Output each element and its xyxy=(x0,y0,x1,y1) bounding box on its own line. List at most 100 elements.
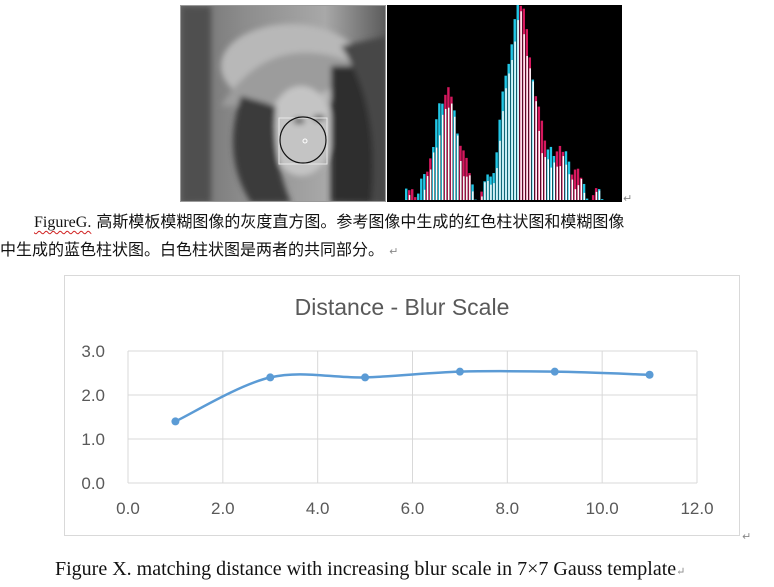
histogram-bars xyxy=(405,5,604,201)
histogram-overlap-bar xyxy=(523,34,525,200)
blurred-photo-image xyxy=(181,6,385,201)
histogram-overlap-bar xyxy=(520,11,522,201)
x-tick-label: 12.0 xyxy=(680,499,713,518)
data-point xyxy=(550,367,559,376)
x-tick-label: 8.0 xyxy=(496,499,520,518)
figure-x-caption-text: Figure X. matching distance with increas… xyxy=(55,558,677,580)
y-tick-label: 3.0 xyxy=(81,342,105,361)
histogram-bar xyxy=(591,195,595,200)
histogram-overlap-bar xyxy=(565,164,568,200)
histogram-bar xyxy=(420,178,423,200)
paragraph-mark-icon: ↵ xyxy=(676,566,686,578)
histogram-overlap-bar xyxy=(583,192,586,200)
x-tick-label: 2.0 xyxy=(211,499,235,518)
data-point xyxy=(361,373,370,382)
histogram-overlap-bar xyxy=(487,180,489,200)
y-tick-label: 0.0 xyxy=(81,474,105,493)
histogram-overlap-bar xyxy=(457,135,459,200)
histogram-overlap-bar xyxy=(444,108,447,200)
histogram-overlap-bar xyxy=(538,130,540,200)
histogram-bar xyxy=(417,193,420,200)
x-tick-label: 6.0 xyxy=(401,499,425,518)
histogram-bar xyxy=(576,168,580,200)
histogram-overlap-bar xyxy=(571,179,574,200)
histogram-overlap-bar xyxy=(532,81,534,200)
histogram-bar xyxy=(582,183,586,200)
histogram-bar xyxy=(573,169,577,200)
histogram-bar xyxy=(462,150,465,200)
caption-line-1: 高斯模板模糊图像的灰度直方图。参考图像中生成的红色柱状图和模糊图像 xyxy=(96,212,625,231)
chart-area: Distance - Blur Scale 0.0 2.0 4.0 6.0 8.0 10.… xyxy=(64,275,740,536)
x-tick-label: 0.0 xyxy=(116,499,140,518)
histogram-overlap-bar xyxy=(514,41,516,200)
histogram-overlap-bar xyxy=(529,68,531,200)
series-line xyxy=(174,369,650,423)
gray-histogram xyxy=(387,5,622,202)
histogram-overlap-bar xyxy=(580,178,583,200)
figure-g-images xyxy=(180,5,622,202)
histogram-overlap-bar xyxy=(484,182,486,200)
histogram-overlap-bar xyxy=(550,167,553,200)
histogram-bar xyxy=(414,197,417,200)
histogram-overlap-bar xyxy=(469,175,471,200)
histogram-overlap-bar xyxy=(547,159,549,200)
y-tick-label: 2.0 xyxy=(81,386,105,405)
histogram-overlap-bar xyxy=(460,160,462,200)
paragraph-mark-icon: ↵ xyxy=(389,245,399,258)
x-tick-label: 4.0 xyxy=(306,499,330,518)
histogram-overlap-bar xyxy=(454,116,456,200)
histogram-overlap-bar xyxy=(535,101,537,200)
figure-g-label: FigureG. xyxy=(34,214,92,231)
histogram-overlap-bar xyxy=(541,153,543,200)
blurred-photo xyxy=(180,5,386,202)
histogram-overlap-bar xyxy=(435,147,438,200)
histogram-overlap-bar xyxy=(496,168,498,200)
paragraph-mark-icon: ↵ xyxy=(623,192,633,205)
histogram-overlap-bar xyxy=(432,152,435,200)
data-point xyxy=(455,367,464,376)
line-chart: 0.0 2.0 4.0 6.0 8.0 10.0 12.0 0.0 1.0 2.0 3.0 xyxy=(81,342,713,518)
histogram-bar xyxy=(405,188,408,200)
histogram-overlap-bar xyxy=(526,55,528,201)
x-tick-label: 10.0 xyxy=(586,499,619,518)
histogram-overlap-bar xyxy=(466,176,468,200)
histogram-overlap-bar xyxy=(595,191,598,200)
histogram-overlap-bar xyxy=(517,20,519,200)
histogram-overlap-bar xyxy=(508,73,510,200)
histogram-overlap-bar xyxy=(448,107,450,200)
histogram-overlap-bar xyxy=(472,191,474,200)
chart-title: Distance - Blur Scale xyxy=(294,294,510,320)
data-point xyxy=(266,373,275,382)
histogram-overlap-bar xyxy=(562,156,565,200)
histogram-overlap-bar xyxy=(490,184,492,200)
figure-x-caption: Figure X. matching distance with increas… xyxy=(55,558,685,581)
histogram-overlap-bar xyxy=(408,195,411,200)
histogram-bar xyxy=(411,189,414,200)
histogram-overlap-bar xyxy=(505,88,507,200)
histogram-bar xyxy=(600,199,604,200)
histogram-overlap-bar xyxy=(577,185,580,200)
histogram-overlap-bar xyxy=(553,162,556,200)
histogram-bar xyxy=(585,198,589,200)
data-point xyxy=(171,417,180,426)
histogram-overlap-bar xyxy=(441,114,444,200)
histogram-overlap-bar xyxy=(423,189,426,200)
histogram-overlap-bar xyxy=(438,135,441,200)
histogram-overlap-bar xyxy=(544,157,546,200)
histogram-overlap-bar xyxy=(574,189,577,200)
histogram-overlap-bar xyxy=(451,103,453,200)
histogram-overlap-bar xyxy=(463,176,465,200)
histogram-overlap-bar xyxy=(556,166,559,200)
histogram-overlap-bar xyxy=(481,196,483,200)
histogram-overlap-bar xyxy=(499,140,501,200)
histogram-overlap-bar xyxy=(429,169,432,200)
paragraph-mark-icon: ↵ xyxy=(742,530,752,543)
caption-line-2: 中生成的蓝色柱状图。白色柱状图是两者的共同部分。 xyxy=(0,240,385,259)
histogram-overlap-bar xyxy=(511,60,513,201)
histogram-overlap-bar xyxy=(568,174,571,200)
histogram-overlap-bar xyxy=(493,183,495,200)
histogram-overlap-bar xyxy=(426,176,429,200)
histogram-bar xyxy=(480,191,483,200)
histogram-overlap-bar xyxy=(598,190,601,200)
histogram-bar xyxy=(423,174,426,200)
